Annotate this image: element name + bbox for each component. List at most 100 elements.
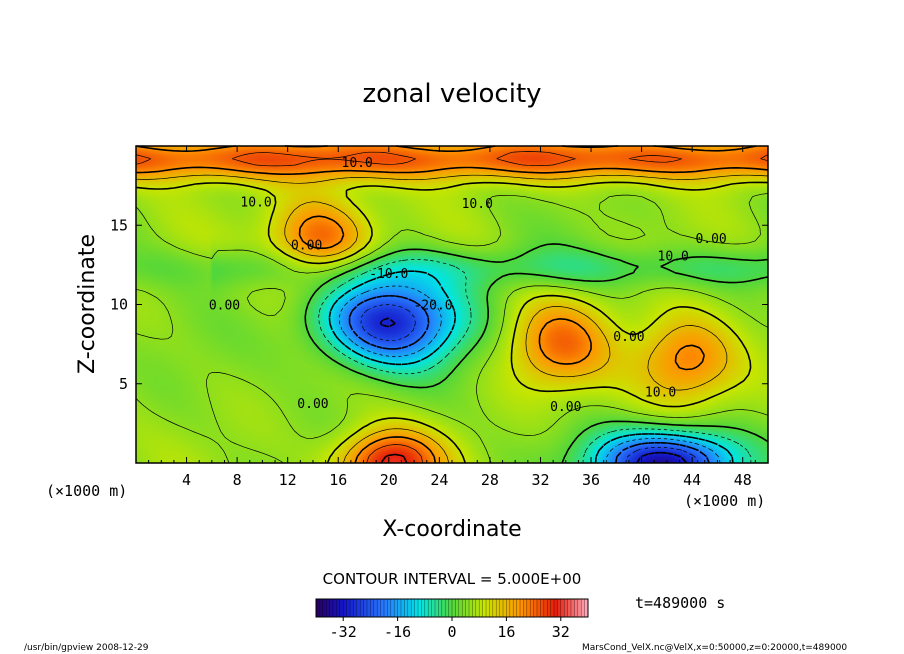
colorbar-cell: [414, 599, 419, 617]
colorbar-cell: [516, 599, 521, 617]
y-axis-ticks: 5 10 15: [110, 216, 768, 393]
colorbar-cell: [343, 599, 347, 617]
colorbar-cell: [350, 599, 354, 617]
colorbar-tick-label: -16: [384, 623, 411, 641]
contour-level: [328, 270, 734, 464]
colorbar-cell: [547, 599, 551, 617]
footer-right: MarsCond_VelX.nc@VelX,x=0:50000,z=0:2000…: [582, 643, 847, 653]
colorbar-cell: [397, 599, 402, 617]
x-tick-label: 40: [633, 471, 651, 489]
plot-area: 10.0 10.0 10.0 0.00 0.00 10.0 -10.0 0.00 -20.0 0.…: [110, 145, 769, 489]
x-unit-left: (×1000 m): [46, 482, 127, 500]
colorbar-cell: [550, 599, 555, 617]
footer-left: /usr/bin/gpview 2008-12-29: [24, 643, 149, 653]
colorbar-cell: [479, 599, 483, 617]
contour-label: -20.0: [413, 299, 452, 314]
colorbar-cell: [441, 599, 446, 617]
colorbar-cell: [435, 599, 439, 617]
contour-label: 0.00: [613, 330, 644, 345]
x-tick-label: 16: [329, 471, 347, 489]
contour-label: 0.00: [291, 238, 322, 253]
colorbar-cell: [509, 599, 514, 617]
contour-level: [360, 304, 699, 464]
contour-label: 10.0: [240, 195, 271, 210]
x-tick-label: 44: [683, 471, 701, 489]
contour-label: -10.0: [369, 267, 408, 282]
x-axis-label: X-coordinate: [382, 517, 521, 542]
colorbar-cell: [411, 599, 415, 617]
contour-label: 10.0: [342, 156, 373, 171]
contour-level: [135, 145, 769, 464]
colorbar-tick-label: 0: [447, 623, 456, 641]
colorbar-cell: [363, 599, 368, 617]
y-tick-label: 10: [110, 296, 128, 314]
contour-label: 0.00: [209, 299, 240, 314]
colorbar-cell: [452, 599, 456, 617]
x-tick-label: 4: [182, 471, 191, 489]
colorbar-cell: [513, 599, 517, 617]
x-tick-label: 20: [380, 471, 398, 489]
time-label: t=489000 s: [635, 594, 725, 612]
colorbar-cell: [574, 599, 579, 617]
contour-label: 10.0: [462, 197, 493, 212]
colorbar-cell: [554, 599, 558, 617]
colorbar-tick-label: -32: [330, 623, 357, 641]
colorbar-cell: [445, 599, 449, 617]
x-tick-label: 36: [582, 471, 600, 489]
colorbar-cell: [557, 599, 562, 617]
colorbar-cell: [322, 599, 327, 617]
contour-labels: 10.0 10.0 10.0 0.00 0.00 10.0 -10.0 0.00 -20.0 0.…: [209, 156, 727, 415]
colorbar-cell: [390, 599, 395, 617]
colorbar-cell: [506, 599, 511, 617]
contour-level: [304, 243, 769, 464]
colorbar-cell: [523, 599, 528, 617]
colorbar-cell: [356, 599, 361, 617]
x-unit-right: (×1000 m): [684, 492, 765, 510]
colorbar-cell: [404, 599, 409, 617]
colorbar-cell: [329, 599, 334, 617]
colorbar-cell: [346, 599, 351, 617]
colorbar-cell: [431, 599, 436, 617]
colorbar-cell: [496, 599, 500, 617]
colorbar-cell: [462, 599, 466, 617]
contour-level: [338, 285, 721, 464]
colorbar-cell: [448, 599, 453, 617]
colorbar-cell: [421, 599, 426, 617]
contour-level: [135, 151, 769, 464]
colorbar-cell: [360, 599, 364, 617]
colorbar-cell: [492, 599, 497, 617]
contour-level: [318, 259, 752, 464]
colorbar-cell: [394, 599, 398, 617]
colorbar-cell: [401, 599, 405, 617]
colorbar-cell: [336, 599, 341, 617]
colorbar: -32 -16 0 16 32: [315, 598, 589, 641]
colorbar-cell: [428, 599, 432, 617]
colorbar-cell: [316, 599, 320, 617]
y-axis-label: Z-coordinate: [75, 234, 100, 374]
x-axis-ticks: 4 8 12 16 20 24 28 32 36 40 44 48: [148, 146, 769, 489]
colorbar-cell: [475, 599, 480, 617]
colorbar-cell: [339, 599, 344, 617]
x-tick-label: 28: [481, 471, 499, 489]
colorbar-cell: [482, 599, 487, 617]
colorbar-cell: [530, 599, 534, 617]
colorbar-cell: [387, 599, 392, 617]
colorbar-cell: [584, 599, 589, 617]
contour-label: 0.00: [297, 397, 328, 412]
colorbar-cell: [526, 599, 531, 617]
contour-level: [135, 181, 769, 464]
x-tick-label: 24: [430, 471, 448, 489]
chart-title: zonal velocity: [362, 79, 541, 109]
contour-lines: [135, 145, 769, 464]
colorbar-cell: [533, 599, 538, 617]
y-tick-label: 15: [110, 216, 128, 234]
colorbar-tick-label: 32: [552, 623, 570, 641]
contour-level: [135, 174, 769, 464]
contour-label: 0.00: [550, 400, 581, 415]
colorbar-cell: [537, 599, 541, 617]
x-tick-label: 32: [531, 471, 549, 489]
colorbar-cell: [367, 599, 371, 617]
colorbar-cell: [472, 599, 477, 617]
colorbar-cell: [384, 599, 388, 617]
